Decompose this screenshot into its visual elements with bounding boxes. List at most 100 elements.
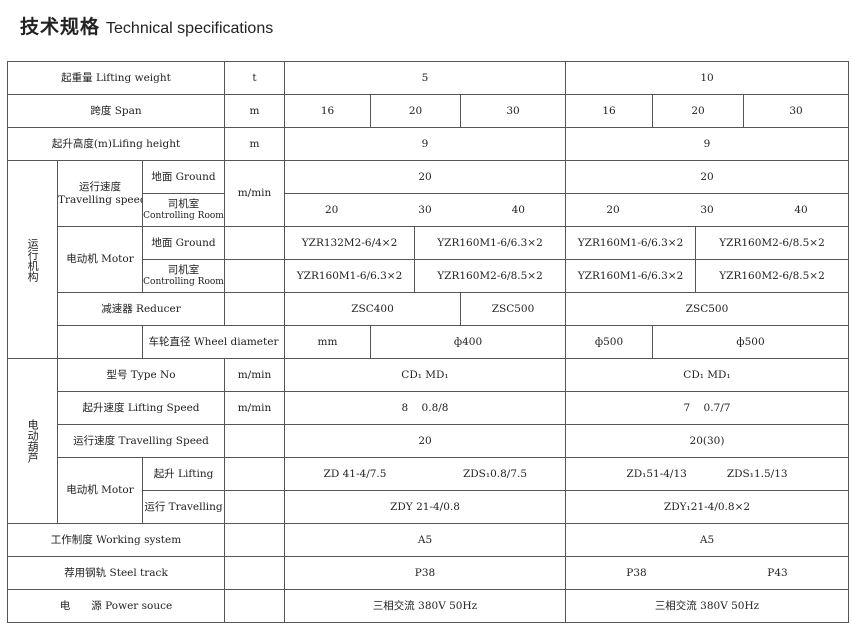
- label: 车轮直径 Wheel diameter: [142, 325, 285, 359]
- title-en: Technical specifications: [106, 20, 274, 37]
- unit: [224, 589, 285, 623]
- value-5t: 20: [284, 424, 566, 458]
- row-motor-room: 司机室 Controlling Room YZR160M1-6/6.3×2 YZR…: [8, 259, 849, 293]
- unit: m/min: [224, 358, 285, 392]
- spec-table: 起重量 Lifting weight t 5 10 跨度 Span m 16 2…: [7, 61, 849, 623]
- row-lifting-weight: 起重量 Lifting weight t 5 10: [7, 61, 849, 95]
- value: YZR160M1-6/6.3×2: [414, 226, 566, 260]
- label: 起升速度 Lifting Speed: [57, 391, 225, 425]
- label: 起重量 Lifting weight: [7, 61, 225, 95]
- unit: [224, 490, 285, 524]
- label: 电动机 Motor: [57, 457, 143, 524]
- value: YZR160M1-6/6.3×2: [565, 259, 696, 293]
- value-10t: CD₁ MD₁: [565, 358, 849, 392]
- unit: m/min: [224, 391, 285, 425]
- sublabel: 司机室 Controlling Room: [142, 259, 225, 293]
- row-span: 跨度 Span m 16 20 30 16 20 30: [7, 94, 849, 128]
- value-10t: 20(30): [565, 424, 849, 458]
- label: 工作制度 Working system: [7, 523, 225, 557]
- value-10t: ZD₁51-4/13 ZDS₁1.5/13: [565, 457, 849, 491]
- value-10t: P38 P43: [565, 556, 849, 590]
- value: YZR160M2-6/8.5×2: [695, 259, 849, 293]
- unit: [224, 226, 285, 260]
- label: 运行速度 Travelling speed: [57, 160, 143, 227]
- row-travel-speed-ground: 运行机构 运行速度 Travelling speed 地面 Ground m/mi…: [7, 160, 849, 359]
- value: ф500: [652, 325, 849, 359]
- value-10t: 10: [565, 61, 849, 95]
- value-5t: 5: [284, 61, 566, 95]
- sublabel: 运行 Travelling: [142, 490, 225, 524]
- value: YZR160M2-6/8.5×2: [695, 226, 849, 260]
- group-hoist: 电动葫芦: [7, 358, 58, 524]
- value: ZSC400: [284, 292, 461, 326]
- group-cont: [57, 325, 143, 359]
- unit: t: [224, 61, 285, 95]
- sublabel: 起升 Lifting: [142, 457, 225, 491]
- value-10t: 20: [565, 160, 849, 194]
- value: 20: [370, 94, 461, 128]
- value: 16: [565, 94, 653, 128]
- row-lifting-speed: 起升速度 Lifting Speed m/min 8 0.8/8 7 0.7/7: [8, 391, 849, 425]
- value-5t: ZDY 21-4/0.8: [284, 490, 566, 524]
- value-5t: ZD 41-4/7.5 ZDS₁0.8/7.5: [284, 457, 566, 491]
- value: ф400: [370, 325, 566, 359]
- row-travel-speed-room: 司机室 Controlling Room 20 30 40 20 30 40: [8, 193, 849, 227]
- label: 电动机 Motor: [57, 226, 143, 293]
- value-10t: 三相交流 380V 50Hz: [565, 589, 849, 623]
- value: YZR132M2-6/4×2: [284, 226, 415, 260]
- label: 荐用钢轨 Steel track: [7, 556, 225, 590]
- value: 20: [652, 94, 744, 128]
- label: 运行速度 Travelling Speed: [57, 424, 225, 458]
- unit: m: [224, 127, 285, 161]
- sublabel: 地面 Ground: [142, 160, 225, 194]
- label: 减速器 Reducer: [57, 292, 225, 326]
- value: YZR160M2-6/8.5×2: [414, 259, 566, 293]
- row-wheel: 车轮直径 Wheel diameter mm ф400 ф500 ф500: [8, 325, 849, 359]
- unit: [224, 457, 285, 491]
- unit: [224, 292, 285, 326]
- row-steel-track: 荐用钢轨 Steel track P38 P38 P43: [7, 556, 849, 590]
- unit: m/min: [224, 160, 285, 227]
- value: ZSC500: [460, 292, 566, 326]
- value-10t: 7 0.7/7: [565, 391, 849, 425]
- unit: mm: [284, 325, 371, 359]
- title-zh: 技术规格: [20, 16, 101, 38]
- value-10t: ZDY₁21-4/0.8×2: [565, 490, 849, 524]
- value: ф500: [565, 325, 653, 359]
- value: YZR160M1-6/6.3×2: [565, 226, 696, 260]
- page-title: 技术规格 Technical specifications: [20, 12, 273, 39]
- row-working-system: 工作制度 Working system A5 A5: [7, 523, 849, 557]
- value-5t: CD₁ MD₁: [284, 358, 566, 392]
- unit: [224, 259, 285, 293]
- value-10t: A5: [565, 523, 849, 557]
- value-5t: A5: [284, 523, 566, 557]
- value: 30: [743, 94, 849, 128]
- value: 16: [284, 94, 371, 128]
- row-type-no: 电动葫芦 型号 Type No m/min CD₁ MD₁ CD₁ MD₁: [7, 358, 849, 524]
- row-hoist-motor-lifting: 电动机 Motor 起升 Lifting ZD 41-4/7.5 ZDS₁0.8/…: [8, 457, 849, 524]
- unit: m: [224, 94, 285, 128]
- value: ZSC500: [565, 292, 849, 326]
- unit: [224, 556, 285, 590]
- label: 电 源 Power souce: [7, 589, 225, 623]
- sublabel: 司机室 Controlling Room: [142, 193, 225, 227]
- value-5t: P38: [284, 556, 566, 590]
- row-lifting-height: 起升高度(m)Lifing height m 9 9: [7, 127, 849, 161]
- row-power: 电 源 Power souce 三相交流 380V 50Hz 三相交流 380V…: [7, 589, 849, 623]
- unit: [224, 523, 285, 557]
- value-10t: 20 30 40: [565, 193, 849, 227]
- row-reducer: 减速器 Reducer ZSC400 ZSC500 ZSC500: [8, 292, 849, 326]
- value: YZR160M1-6/6.3×2: [284, 259, 415, 293]
- group-travel-mechanism: 运行机构: [7, 160, 58, 359]
- unit: [224, 424, 285, 458]
- value-5t: 9: [284, 127, 566, 161]
- value: 30: [460, 94, 566, 128]
- row-motor-ground: 电动机 Motor 地面 Ground YZR132M2-6/4×2 YZR16…: [8, 226, 849, 293]
- label: 型号 Type No: [57, 358, 225, 392]
- label: 起升高度(m)Lifing height: [7, 127, 225, 161]
- value-5t: 8 0.8/8: [284, 391, 566, 425]
- sublabel: 地面 Ground: [142, 226, 225, 260]
- value-5t: 20: [284, 160, 566, 194]
- value-5t: 20 30 40: [284, 193, 566, 227]
- value-10t: 9: [565, 127, 849, 161]
